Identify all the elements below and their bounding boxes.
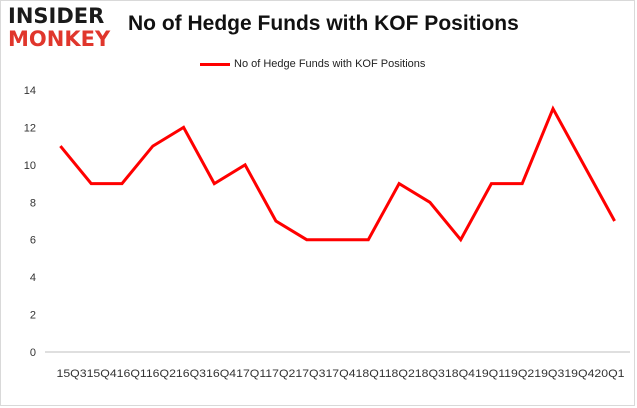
data-point bbox=[459, 238, 462, 241]
y-tick-label: 6 bbox=[30, 235, 36, 247]
data-point bbox=[367, 238, 370, 241]
data-point bbox=[90, 182, 93, 185]
chart-legend: No of Hedge Funds with KOF Positions bbox=[200, 56, 425, 72]
data-point bbox=[182, 126, 185, 129]
data-point bbox=[59, 145, 62, 148]
data-point bbox=[305, 238, 308, 241]
y-tick-label: 2 bbox=[30, 310, 36, 322]
y-tick-label: 14 bbox=[24, 85, 36, 97]
data-point bbox=[213, 182, 216, 185]
y-tick-label: 0 bbox=[30, 347, 36, 359]
y-tick-label: 12 bbox=[24, 122, 36, 134]
data-point bbox=[613, 220, 616, 223]
data-point bbox=[274, 220, 277, 223]
data-point bbox=[398, 182, 401, 185]
data-point bbox=[120, 182, 123, 185]
legend-swatch bbox=[200, 62, 230, 66]
legend-label: No of Hedge Funds with KOF Positions bbox=[234, 58, 426, 70]
logo-line-1: INSIDER bbox=[8, 4, 105, 28]
data-point bbox=[521, 182, 524, 185]
data-point bbox=[490, 182, 493, 185]
data-point bbox=[428, 201, 431, 204]
data-point bbox=[151, 145, 154, 148]
data-point bbox=[552, 107, 555, 110]
data-point bbox=[244, 163, 247, 166]
data-point bbox=[582, 163, 585, 166]
chart-title: No of Hedge Funds with KOF Positions bbox=[128, 12, 519, 35]
x-tick-labels: 15Q315Q416Q116Q216Q316Q417Q117Q217Q317Q4… bbox=[57, 368, 625, 380]
y-tick-label: 8 bbox=[30, 197, 36, 209]
y-tick-label: 10 bbox=[24, 160, 36, 172]
data-point bbox=[336, 238, 339, 241]
y-tick-label: 4 bbox=[30, 272, 36, 284]
insider-monkey-logo: INSIDER MONKEY bbox=[8, 6, 120, 52]
logo-line-2: MONKEY bbox=[8, 27, 111, 51]
series-line bbox=[59, 105, 616, 243]
